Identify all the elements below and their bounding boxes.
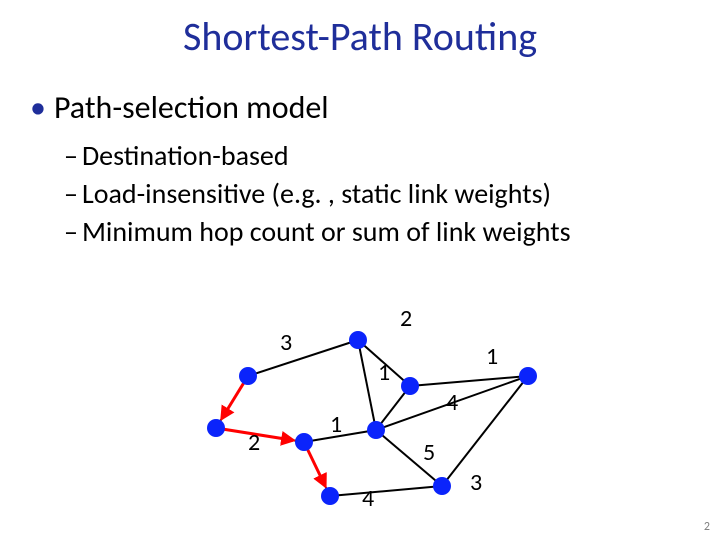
edge-weight-label: 2 bbox=[400, 310, 412, 333]
slide: Shortest-Path Routing •Path-selection mo… bbox=[0, 0, 720, 540]
bullet-level2: –Minimum hop count or sum of link weight… bbox=[64, 214, 571, 249]
edge-weight-label: 5 bbox=[423, 438, 435, 467]
edge-weight-label: 1 bbox=[330, 410, 342, 439]
slide-number: 2 bbox=[704, 520, 710, 534]
graph-node bbox=[519, 367, 537, 385]
edge-weight-label: 3 bbox=[470, 468, 482, 497]
bullet-text: Path-selection model bbox=[54, 88, 329, 127]
graph-edge bbox=[248, 340, 358, 376]
graph-node bbox=[433, 477, 451, 495]
edge-weight-label: 4 bbox=[446, 388, 458, 417]
graph-node bbox=[239, 367, 257, 385]
graph-edge bbox=[410, 376, 528, 386]
edge-weight-label: 1 bbox=[486, 342, 498, 371]
edge-weight-label: 3 bbox=[280, 328, 292, 357]
graph-node bbox=[349, 331, 367, 349]
network-graph: 3211214543 bbox=[190, 310, 550, 520]
slide-title: Shortest-Path Routing bbox=[0, 12, 720, 61]
bullet-text: Destination-based bbox=[82, 138, 289, 173]
bullet-level1: •Path-selection model bbox=[30, 88, 329, 127]
graph-node bbox=[295, 433, 313, 451]
bullet-level2: –Load-insensitive (e.g. , static link we… bbox=[64, 176, 551, 211]
graph-node bbox=[401, 377, 419, 395]
bullet-dash-icon: – bbox=[64, 214, 82, 249]
bullet-text: Load-insensitive (e.g. , static link wei… bbox=[82, 176, 551, 211]
graph-edge bbox=[330, 486, 442, 496]
edge-weight-label: 2 bbox=[248, 428, 260, 457]
bullet-dot-icon: • bbox=[30, 88, 54, 127]
bullet-text: Minimum hop count or sum of link weights bbox=[82, 214, 571, 249]
graph-node bbox=[207, 419, 225, 437]
edge-weight-label: 4 bbox=[362, 484, 374, 513]
graph-node bbox=[321, 487, 339, 505]
edge-weight-label: 1 bbox=[378, 358, 390, 387]
bullet-dash-icon: – bbox=[64, 138, 82, 173]
graph-node bbox=[367, 421, 385, 439]
bullet-level2: –Destination-based bbox=[64, 138, 289, 173]
bullet-dash-icon: – bbox=[64, 176, 82, 211]
